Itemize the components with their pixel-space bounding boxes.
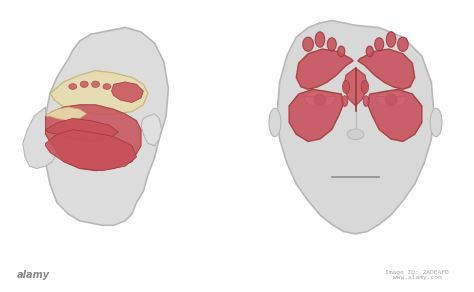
Text: Image ID: 2ADEAFD
www.alamy.com: Image ID: 2ADEAFD www.alamy.com (385, 270, 449, 280)
Ellipse shape (430, 108, 442, 137)
Polygon shape (358, 49, 415, 89)
Ellipse shape (398, 37, 408, 51)
Ellipse shape (375, 38, 384, 51)
Polygon shape (46, 105, 141, 171)
Ellipse shape (103, 84, 111, 89)
Polygon shape (46, 118, 118, 141)
Polygon shape (141, 114, 162, 146)
Ellipse shape (80, 81, 88, 87)
Ellipse shape (386, 32, 396, 47)
Polygon shape (289, 89, 344, 141)
Polygon shape (296, 49, 353, 89)
Ellipse shape (375, 91, 407, 107)
Ellipse shape (327, 38, 336, 51)
Ellipse shape (363, 96, 369, 107)
Polygon shape (46, 107, 86, 121)
Ellipse shape (303, 37, 313, 51)
Polygon shape (367, 89, 422, 141)
Polygon shape (344, 68, 367, 106)
Polygon shape (277, 20, 434, 234)
Ellipse shape (314, 94, 326, 106)
Ellipse shape (337, 46, 345, 57)
Polygon shape (23, 107, 57, 168)
Ellipse shape (361, 80, 369, 93)
Ellipse shape (342, 80, 349, 93)
Polygon shape (50, 71, 148, 114)
Polygon shape (46, 130, 137, 171)
Polygon shape (111, 82, 143, 102)
Polygon shape (43, 27, 168, 225)
Ellipse shape (366, 46, 374, 57)
Ellipse shape (347, 129, 364, 140)
Text: alamy: alamy (17, 270, 50, 280)
Ellipse shape (342, 96, 348, 107)
Ellipse shape (269, 108, 281, 137)
Ellipse shape (385, 94, 397, 106)
Ellipse shape (91, 81, 100, 87)
Ellipse shape (304, 91, 336, 107)
Ellipse shape (315, 32, 325, 47)
Ellipse shape (69, 84, 77, 89)
